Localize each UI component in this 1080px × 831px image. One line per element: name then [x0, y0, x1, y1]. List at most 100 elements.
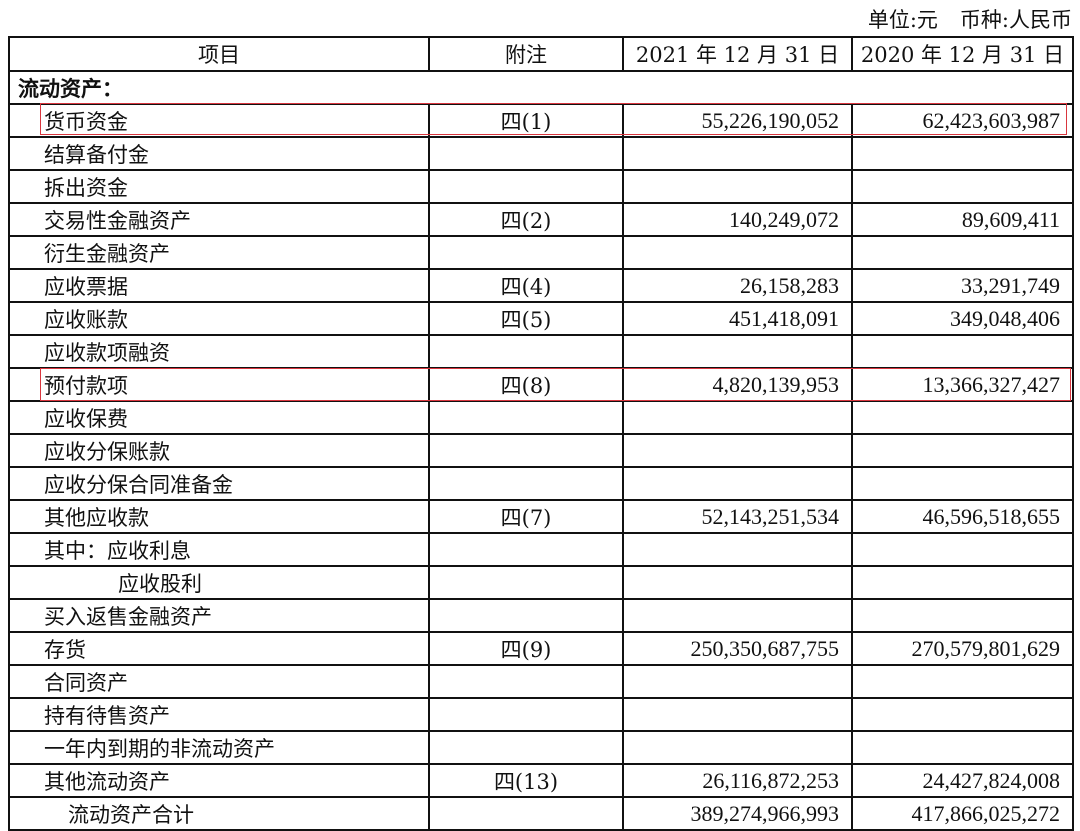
note-cell: 四(9): [428, 631, 624, 666]
value-2021-cell: [622, 169, 853, 204]
value-2020-cell: [851, 697, 1074, 732]
value-2021-cell: [622, 598, 853, 633]
table-row: 衍生金融资产: [8, 235, 1074, 270]
value-2020-cell: [851, 730, 1074, 765]
table-row: 应收款项融资: [8, 334, 1074, 369]
value-2021-cell: 140,249,072: [622, 202, 853, 237]
value-2021-cell: 250,350,687,755: [622, 631, 853, 666]
item-cell: 应收分保账款: [8, 433, 430, 468]
value-2021-cell: 451,418,091: [622, 301, 853, 336]
item-cell: 持有待售资产: [8, 697, 430, 732]
note-cell: [428, 664, 624, 699]
table-row: 拆出资金: [8, 169, 1074, 204]
header-note: 附注: [428, 36, 624, 72]
value-2020-cell: 46,596,518,655: [851, 499, 1074, 534]
item-cell: 应收票据: [8, 268, 430, 303]
value-2021-cell: [622, 565, 853, 600]
item-cell: 一年内到期的非流动资产: [8, 730, 430, 765]
note-cell: [428, 466, 624, 501]
value-2020-cell: [851, 565, 1074, 600]
item-cell: 合同资产: [8, 664, 430, 699]
table-row: 其他应收款 四(7) 52,143,251,534 46,596,518,655: [8, 499, 1074, 534]
note-cell: [428, 565, 624, 600]
item-cell: 应收账款: [8, 301, 430, 336]
table-row: 流动资产合计 389,274,966,993 417,866,025,272: [8, 796, 1074, 831]
value-2021-cell: [622, 466, 853, 501]
value-2021-cell: [622, 400, 853, 435]
table-row: 交易性金融资产 四(2) 140,249,072 89,609,411: [8, 202, 1074, 237]
value-2020-cell: 13,366,327,427: [851, 367, 1074, 402]
table-row: 应收股利: [8, 565, 1074, 600]
table-row: 持有待售资产: [8, 697, 1074, 732]
value-2021-cell: 26,116,872,253: [622, 763, 853, 798]
value-2020-cell: [851, 532, 1074, 567]
item-cell: 交易性金融资产: [8, 202, 430, 237]
currency-label: 币种:人民币: [959, 8, 1072, 32]
table-row: 预付款项 四(8) 4,820,139,953 13,366,327,427: [8, 367, 1074, 402]
value-2020-cell: 24,427,824,008: [851, 763, 1074, 798]
item-cell: 应收股利: [8, 565, 430, 600]
value-2021-cell: [622, 433, 853, 468]
value-2020-cell: 89,609,411: [851, 202, 1074, 237]
item-cell: 其他应收款: [8, 499, 430, 534]
note-cell: 四(1): [428, 103, 624, 138]
balance-sheet-table: 项目 附注 2021 年 12 月 31 日 2020 年 12 月 31 日 …: [8, 36, 1074, 831]
value-2021-cell: [622, 334, 853, 369]
item-cell: 其中：应收利息: [8, 532, 430, 567]
item-cell: 应收保费: [8, 400, 430, 435]
value-2021-cell: [622, 697, 853, 732]
table-row: 其他流动资产 四(13) 26,116,872,253 24,427,824,008: [8, 763, 1074, 798]
value-2020-cell: [851, 136, 1074, 171]
value-2020-cell: 62,423,603,987: [851, 103, 1074, 138]
value-2021-cell: [622, 730, 853, 765]
item-cell: 买入返售金融资产: [8, 598, 430, 633]
item-cell: 应收款项融资: [8, 334, 430, 369]
note-cell: 四(13): [428, 763, 624, 798]
note-cell: [428, 334, 624, 369]
header-2021: 2021 年 12 月 31 日: [622, 36, 853, 72]
note-cell: 四(5): [428, 301, 624, 336]
value-2021-cell: 4,820,139,953: [622, 367, 853, 402]
note-cell: [428, 433, 624, 468]
table-row: 应收票据 四(4) 26,158,283 33,291,749: [8, 268, 1074, 303]
header-2020: 2020 年 12 月 31 日: [851, 36, 1074, 72]
value-2021-cell: 26,158,283: [622, 268, 853, 303]
item-cell: 流动资产合计: [8, 796, 430, 831]
value-2020-cell: 270,579,801,629: [851, 631, 1074, 666]
unit-line: 单位:元 币种:人民币: [846, 4, 1072, 34]
table-row: 货币资金 四(1) 55,226,190,052 62,423,603,987: [8, 103, 1074, 138]
item-cell: 结算备付金: [8, 136, 430, 171]
note-cell: [428, 136, 624, 171]
note-cell: [428, 235, 624, 270]
note-cell: [428, 697, 624, 732]
note-cell: 四(2): [428, 202, 624, 237]
table-row: 买入返售金融资产: [8, 598, 1074, 633]
value-2020-cell: 349,048,406: [851, 301, 1074, 336]
note-cell: [428, 169, 624, 204]
note-cell: [428, 400, 624, 435]
item-cell: 拆出资金: [8, 169, 430, 204]
value-2021-cell: [622, 664, 853, 699]
item-cell: 预付款项: [8, 367, 430, 402]
table-row: 应收保费: [8, 400, 1074, 435]
item-cell: 其他流动资产: [8, 763, 430, 798]
table-row: 结算备付金: [8, 136, 1074, 171]
section-row: 流动资产：: [8, 70, 1074, 105]
table-row: 存货 四(9) 250,350,687,755 270,579,801,629: [8, 631, 1074, 666]
note-cell: 四(4): [428, 268, 624, 303]
note-cell: [428, 598, 624, 633]
value-2020-cell: [851, 664, 1074, 699]
value-2021-cell: [622, 136, 853, 171]
section-title: 流动资产：: [8, 70, 1074, 105]
value-2020-cell: [851, 466, 1074, 501]
value-2021-cell: 52,143,251,534: [622, 499, 853, 534]
item-cell: 衍生金融资产: [8, 235, 430, 270]
value-2020-cell: [851, 433, 1074, 468]
table-row: 应收分保账款: [8, 433, 1074, 468]
table-row: 一年内到期的非流动资产: [8, 730, 1074, 765]
header-item: 项目: [8, 36, 430, 72]
value-2020-cell: [851, 598, 1074, 633]
value-2021-cell: [622, 235, 853, 270]
table-row: 其中：应收利息: [8, 532, 1074, 567]
item-cell: 应收分保合同准备金: [8, 466, 430, 501]
